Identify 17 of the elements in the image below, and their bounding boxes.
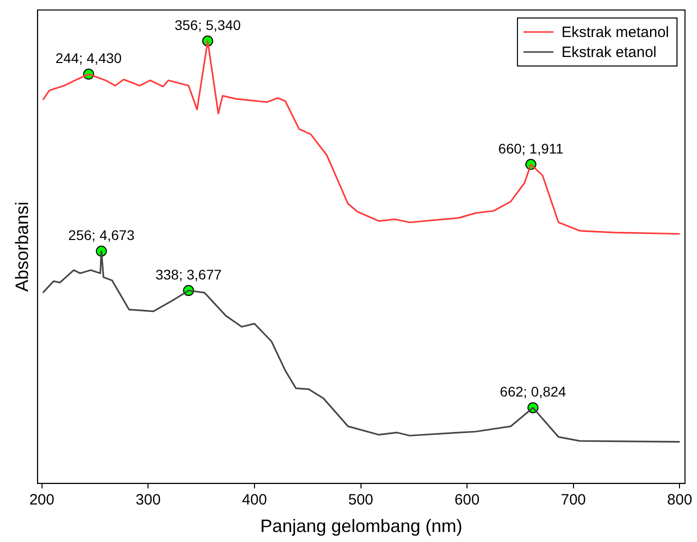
legend-label: Ekstrak metanol	[561, 24, 670, 42]
annotation: 356; 5,340	[174, 16, 241, 33]
annotation: 256; 4,673	[68, 226, 135, 243]
x-axis-title: Panjang gelombang (nm)	[260, 516, 462, 536]
x-tick-label: 600	[454, 492, 480, 509]
annotation: 660; 1,911	[498, 140, 564, 156]
x-tick-label: 500	[348, 492, 374, 509]
annotation: 338; 3,677	[155, 266, 222, 282]
annotation: 662; 0,824	[500, 384, 566, 400]
x-tick-label: 400	[242, 492, 267, 509]
annotation: 244; 4,430	[56, 50, 122, 66]
legend-label: Ekstrak etanol	[561, 44, 657, 62]
x-tick-label: 200	[29, 492, 54, 509]
y-axis-title: Absorbansi	[12, 202, 32, 292]
x-tick-label: 300	[136, 492, 161, 509]
x-tick-label: 800	[667, 492, 692, 509]
x-tick-label: 700	[560, 492, 586, 509]
